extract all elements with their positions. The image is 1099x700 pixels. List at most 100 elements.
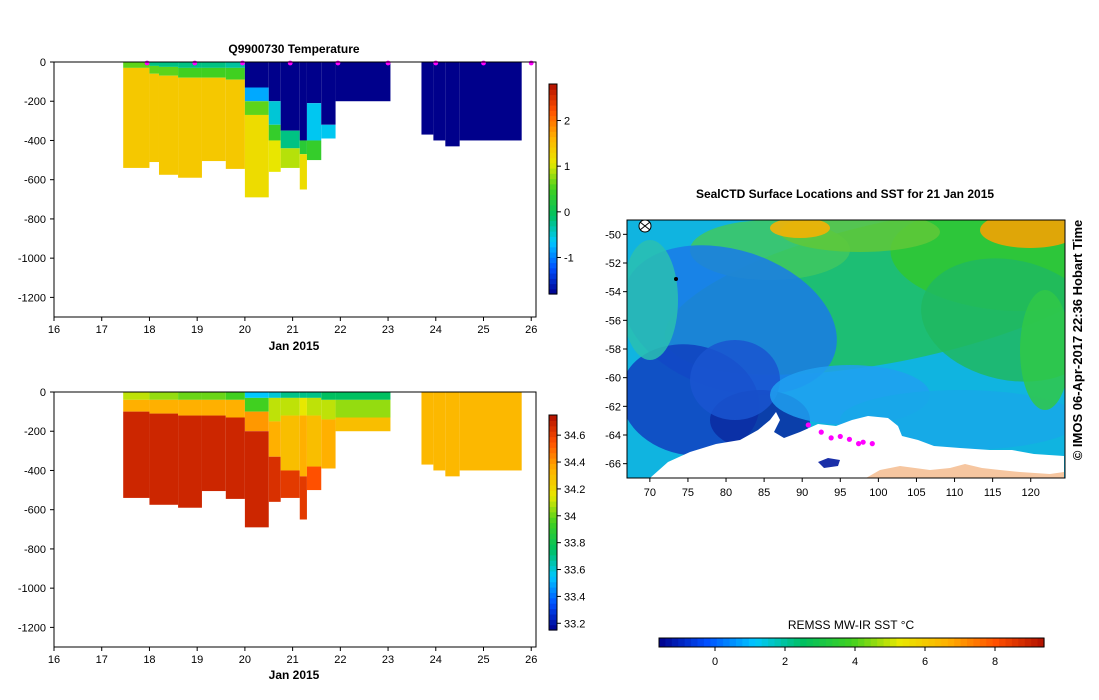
- salinity-profile-cell: [335, 417, 391, 432]
- temperature-colorbar-step: [549, 178, 557, 185]
- salinity-profile-cell: [445, 392, 460, 477]
- temperature-colorbar-step: [549, 225, 557, 232]
- sst-colorbar-step: [1005, 638, 1013, 647]
- salinity-profile-cell: [280, 470, 300, 498]
- salinity-colorbar: 34.6 34.4 34.2 34 33.8 33.6 33.4 33.2: [548, 414, 585, 631]
- temperature-x-tick-label: 24: [430, 324, 442, 336]
- salinity-colorbar-tick-label: 34.4: [564, 457, 585, 469]
- surface-marker: [240, 60, 245, 66]
- salinity-colorbar-step: [549, 441, 557, 448]
- seal-locations: [805, 422, 875, 447]
- salinity-colorbar-step: [549, 560, 557, 567]
- sst-colorbar-step: [1031, 638, 1039, 647]
- surface-marker: [144, 60, 150, 66]
- sst-colorbar-step: [761, 638, 769, 647]
- salinity-profile-cell: [225, 392, 245, 400]
- temperature-colorbar-step: [549, 204, 557, 211]
- salinity-profile-cell: [178, 399, 202, 416]
- salinity-profiles: [123, 392, 522, 528]
- sst-blobs: [627, 220, 1065, 456]
- temperature-profile-cell: [244, 62, 269, 88]
- temperature-colorbar-step: [549, 210, 557, 216]
- salinity-profile-cell: [149, 399, 179, 414]
- salinity-profile-cell: [201, 392, 226, 400]
- salinity-profile-cell: [299, 476, 307, 520]
- temperature-profile-cell: [178, 77, 202, 178]
- temperature-profile-cell: [149, 73, 159, 163]
- salinity-colorbar-step: [549, 527, 557, 534]
- salinity-y-tick-label: 0: [40, 387, 46, 399]
- sst-patch: [627, 240, 678, 360]
- sst-colorbar-step: [819, 638, 827, 647]
- salinity-x-tick-label: 18: [143, 654, 155, 666]
- map-y-tick-label: -50: [605, 229, 621, 241]
- map-field: [627, 220, 1065, 478]
- salinity-colorbar-step: [549, 554, 557, 561]
- surface-marker: [385, 60, 391, 66]
- temperature-colorbar-step: [549, 84, 557, 90]
- salinity-colorbar-step: [549, 522, 557, 529]
- temperature-profile-cell: [178, 67, 202, 78]
- salinity-profile-cell: [421, 392, 434, 465]
- temperature-profile-cell: [421, 62, 434, 135]
- map-x-tick-label: 70: [644, 487, 656, 499]
- sst-colorbar-step: [832, 638, 840, 647]
- salinity-colorbar-step: [549, 619, 557, 626]
- salinity-profile-cell: [299, 415, 307, 477]
- sst-colorbar-step: [787, 638, 795, 647]
- salinity-colorbar-step: [549, 587, 557, 593]
- sst-colorbar-step: [697, 638, 705, 647]
- temperature-y-tick-label: -1200: [18, 292, 46, 304]
- temperature-profile-cell: [445, 62, 460, 147]
- map-y-tick-label: -56: [605, 315, 621, 327]
- temperature-colorbar-step: [549, 283, 557, 290]
- temperature-x-tick-label: 19: [191, 324, 203, 336]
- salinity-colorbar-step: [549, 597, 557, 604]
- salinity-profile-cell: [201, 399, 226, 416]
- temperature-section-panel: Q9900730 Temperature 16 17 18 19 20 21 22 23 24 2…: [18, 42, 574, 353]
- salinity-profile-cell: [321, 392, 336, 400]
- salinity-x-tick-label: 23: [382, 654, 394, 666]
- temperature-colorbar-step: [549, 147, 557, 153]
- temperature-title: Q9900730 Temperature: [228, 42, 360, 56]
- map-x-tick-label: 120: [1022, 487, 1040, 499]
- salinity-profile-cell: [123, 392, 150, 400]
- temperature-profile-cell: [244, 101, 269, 115]
- temperature-y-tick-label: -200: [24, 96, 46, 108]
- map-x-tick-label: 105: [907, 487, 925, 499]
- salinity-colorbar-step: [549, 570, 557, 577]
- salinity-colorbar-tick-label: 34.2: [564, 484, 585, 496]
- temperature-colorbar-step: [549, 241, 557, 248]
- temperature-profile-cell: [178, 62, 202, 68]
- sst-colorbar-step: [934, 638, 942, 647]
- temperature-profile-cell: [280, 130, 300, 149]
- salinity-colorbar-step: [549, 479, 557, 486]
- temperature-axes: 16 17 18 19 20 21 22 23 24 25 26 0 -200 -400 -600 -800 -…: [18, 57, 537, 336]
- sst-colorbar-step: [729, 638, 737, 647]
- salinity-colorbar-tick-label: 33.4: [564, 591, 585, 603]
- temperature-colorbar-step: [549, 173, 557, 180]
- temperature-x-tick-label: 20: [239, 324, 251, 336]
- temperature-colorbar-step: [549, 199, 557, 206]
- salinity-profile-cell: [280, 415, 300, 471]
- temperature-profile-cell: [225, 67, 245, 80]
- salinity-x-tick-label: 26: [525, 654, 537, 666]
- salinity-profile-cell: [321, 399, 336, 420]
- temperature-colorbar-tick-label: 0: [564, 207, 570, 219]
- temperature-colorbar-step: [549, 273, 557, 279]
- temperature-y-tick-label: -600: [24, 175, 46, 187]
- temperature-profile-cell: [268, 62, 281, 102]
- temperature-colorbar-step: [549, 236, 557, 243]
- salinity-profile-cell: [321, 419, 336, 469]
- salinity-profile-cell: [268, 421, 281, 457]
- sst-colorbar-step: [857, 638, 865, 647]
- temperature-colorbar-step: [549, 168, 557, 174]
- salinity-profile-cell: [149, 413, 179, 505]
- sst-colorbar-step: [947, 638, 955, 647]
- temperature-profile-cell: [123, 62, 150, 68]
- map-x-tick-label: 90: [796, 487, 808, 499]
- sst-colorbar-step: [922, 638, 930, 647]
- salinity-colorbar-step: [549, 501, 557, 507]
- sst-colorbar-step: [723, 638, 731, 647]
